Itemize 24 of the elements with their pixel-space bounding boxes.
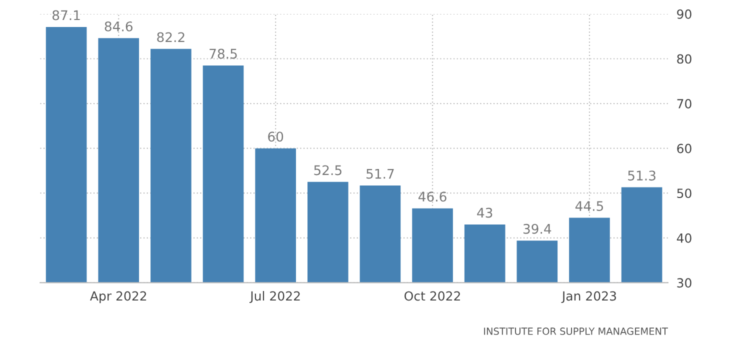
data-label: 44.5 [575,201,604,212]
data-label: 60 [268,132,284,142]
text: INSTITUTE FOR SUPPLY MANAGEMENT [484,328,668,335]
data-label: 87.1 [52,10,80,20]
data-label: 51.3 [628,170,656,181]
x-tick-label: Oct 2022 [404,291,460,301]
y-tick-label: 40 [676,233,692,243]
data-label: 39.4 [523,224,552,234]
y-tick-label: 50 [677,188,692,198]
data-label: 52.5 [314,165,342,176]
data-label: 82.2 [157,32,184,42]
x-tick-label: Jan 2023 [561,291,616,304]
x-tick-label: Apr 2022 [90,291,146,304]
y-tick-label: 30 [677,278,692,288]
data-label: 51.7 [366,168,394,179]
data-label: 78.5 [210,48,237,59]
y-tick-label: 90 [677,9,692,19]
data-label: 46.6 [418,192,446,202]
data-label: 43 [477,208,492,218]
x-tick-label: Jul 2022 [249,291,300,304]
y-tick-label: 60 [677,144,692,154]
data-label: 84.6 [104,21,132,32]
y-tick-label: 70 [677,99,692,108]
y-tick-label: 80 [677,54,692,64]
